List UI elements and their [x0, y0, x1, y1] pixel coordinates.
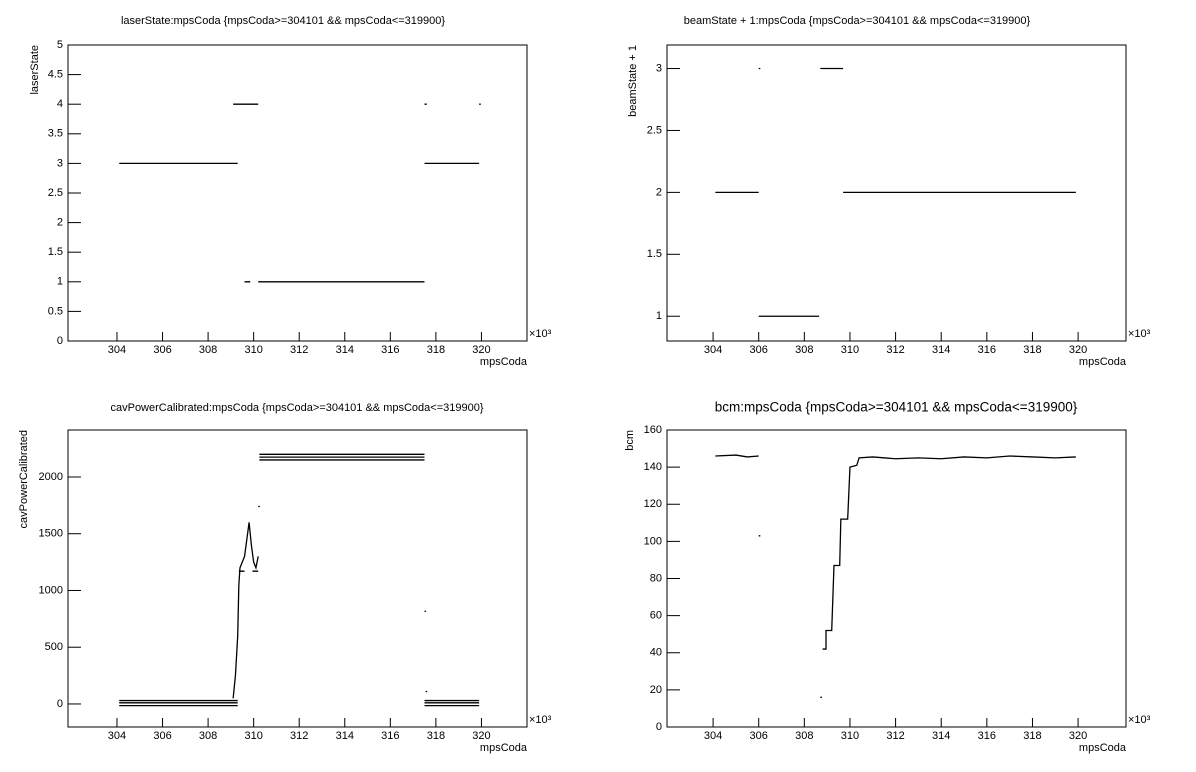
y-tick-label: 1.5 [647, 248, 662, 260]
y-tick-label: 2 [57, 217, 63, 229]
x-axis-label: mpsCoda [480, 742, 528, 754]
y-tick-label: 1500 [39, 528, 63, 540]
y-tick-label: 0 [57, 698, 63, 710]
y-axis-label: beamState + 1 [627, 45, 639, 117]
x-tick-label: 318 [1023, 730, 1041, 742]
y-tick-label: 3.5 [48, 128, 63, 140]
x-tick-label: 320 [472, 344, 490, 356]
x-tick-label: 304 [704, 344, 722, 356]
chart-title: cavPowerCalibrated:mpsCoda {mpsCoda>=304… [110, 402, 483, 414]
x-axis-label: mpsCoda [480, 356, 528, 368]
x-tick-label: 316 [381, 344, 399, 356]
data-line [715, 67, 1076, 317]
y-tick-label: 20 [650, 684, 662, 696]
y-tick-label: 0 [656, 721, 662, 733]
y-tick-label: 120 [644, 498, 662, 510]
data-line [715, 454, 1076, 698]
x-tick-label: 318 [427, 344, 445, 356]
x-tick-label: 312 [290, 344, 308, 356]
x-tick-label: 318 [427, 730, 445, 742]
x-tick-label: 310 [244, 730, 262, 742]
x-tick-label: 310 [244, 344, 262, 356]
y-axis-label: laserState [29, 45, 41, 95]
x-tick-label: 318 [1023, 344, 1041, 356]
y-tick-label: 60 [650, 610, 662, 622]
y-tick-label: 160 [644, 424, 662, 436]
data-line [119, 103, 481, 283]
y-tick-label: 100 [644, 535, 662, 547]
x-tick-label: 308 [199, 344, 217, 356]
y-tick-label: 4 [57, 98, 63, 110]
x-tick-label: 314 [336, 730, 354, 742]
x-tick-label: 304 [108, 344, 126, 356]
y-tick-label: 2 [656, 186, 662, 198]
x-tick-label: 312 [886, 344, 904, 356]
y-tick-label: 1 [656, 310, 662, 322]
x-tick-label: 304 [704, 730, 722, 742]
y-tick-label: 140 [644, 461, 662, 473]
y-tick-label: 3 [57, 157, 63, 169]
x-tick-label: 312 [886, 730, 904, 742]
y-tick-label: 2.5 [48, 187, 63, 199]
x-axis-label: mpsCoda [1079, 356, 1127, 368]
plot-frame [666, 44, 1127, 342]
data-line [119, 453, 480, 707]
y-tick-label: 80 [650, 572, 662, 584]
chart-title: bcm:mpsCoda {mpsCoda>=304101 && mpsCoda<… [715, 400, 1078, 415]
x-tick-label: 306 [153, 730, 171, 742]
x-tick-label: 310 [841, 730, 859, 742]
x-tick-label: 314 [932, 344, 950, 356]
x-tick-label: 314 [336, 344, 354, 356]
x-tick-label: 316 [381, 730, 399, 742]
y-tick-label: 1000 [39, 584, 63, 596]
y-axis-label: bcm [624, 430, 636, 451]
x-tick-label: 314 [932, 730, 950, 742]
y-tick-label: 5 [57, 39, 63, 51]
y-tick-label: 3 [656, 62, 662, 74]
x-multiplier: ×10³ [529, 714, 552, 726]
y-tick-label: 1 [57, 276, 63, 288]
x-multiplier: ×10³ [529, 328, 552, 340]
y-tick-label: 1.5 [48, 246, 63, 258]
y-tick-label: 500 [45, 641, 63, 653]
plot-frame [67, 429, 528, 728]
chart-title: beamState + 1:mpsCoda {mpsCoda>=304101 &… [684, 15, 1031, 27]
y-tick-label: 2.5 [647, 124, 662, 136]
x-multiplier: ×10³ [1128, 328, 1151, 340]
x-tick-label: 320 [1069, 344, 1087, 356]
x-multiplier: ×10³ [1128, 714, 1151, 726]
y-tick-label: 0.5 [48, 305, 63, 317]
y-tick-label: 4.5 [48, 69, 63, 81]
x-tick-label: 304 [108, 730, 126, 742]
x-tick-label: 320 [472, 730, 490, 742]
x-tick-label: 306 [750, 730, 768, 742]
x-tick-label: 316 [978, 730, 996, 742]
chart-title: laserState:mpsCoda {mpsCoda>=304101 && m… [121, 15, 445, 27]
x-tick-label: 320 [1069, 730, 1087, 742]
y-tick-label: 0 [57, 335, 63, 347]
x-tick-label: 316 [978, 344, 996, 356]
x-axis-label: mpsCoda [1079, 742, 1127, 754]
y-axis-label: cavPowerCalibrated [18, 430, 30, 528]
y-tick-label: 40 [650, 647, 662, 659]
x-tick-label: 312 [290, 730, 308, 742]
x-tick-label: 308 [199, 730, 217, 742]
x-tick-label: 310 [841, 344, 859, 356]
x-tick-label: 306 [750, 344, 768, 356]
x-tick-label: 308 [795, 730, 813, 742]
x-tick-label: 306 [153, 344, 171, 356]
x-tick-label: 308 [795, 344, 813, 356]
y-tick-label: 2000 [39, 471, 63, 483]
